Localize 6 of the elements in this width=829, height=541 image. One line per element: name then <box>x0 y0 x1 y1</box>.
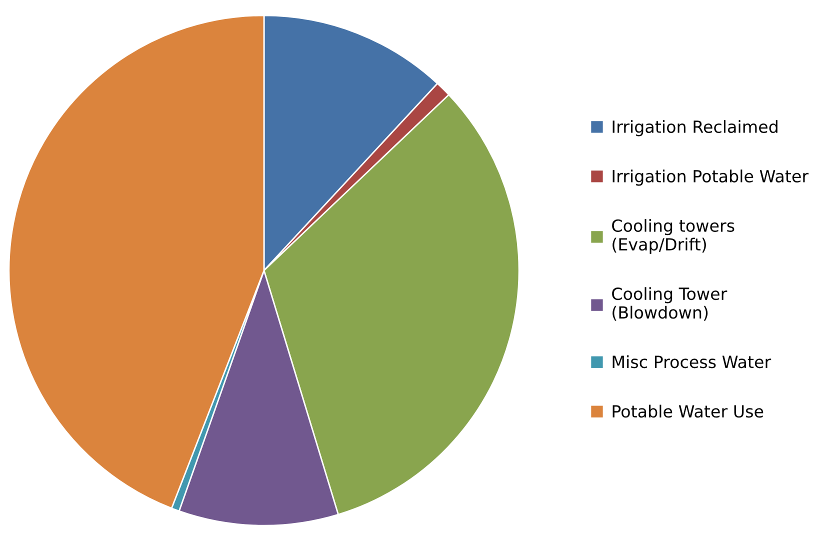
legend-label: Misc Process Water <box>612 355 772 368</box>
legend-label: Cooling towers (Evap/Drift) <box>612 219 734 254</box>
legend-label: Irrigation Potable Water <box>612 170 809 186</box>
legend-label: Cooling Tower (Blowdown) <box>612 287 728 321</box>
legend-label: Potable Water Use <box>612 404 764 418</box>
legend-label: Irrigation Reclaimed <box>612 120 778 136</box>
